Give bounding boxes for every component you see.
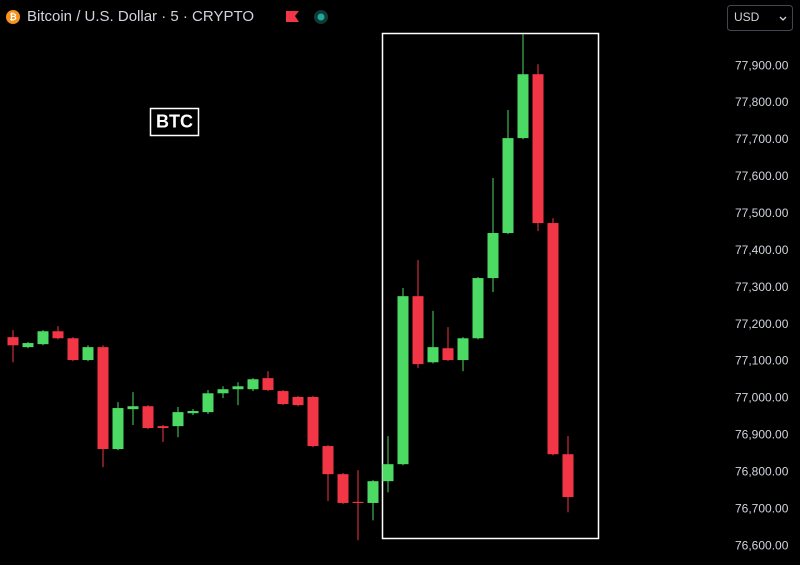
candle-body: [67, 338, 79, 361]
candle-body: [7, 337, 19, 346]
candle-body: [112, 408, 124, 450]
y-tick-label: 77,900.00: [735, 58, 789, 72]
candle-body: [442, 348, 454, 361]
candle-body: [367, 481, 379, 503]
candle-body: [562, 454, 574, 498]
candle-body: [397, 296, 409, 465]
candle-body: [457, 338, 469, 361]
candle-body: [127, 406, 139, 410]
y-tick-label: 77,500.00: [735, 206, 789, 220]
candle-body: [22, 343, 34, 348]
y-tick-label: 77,100.00: [735, 354, 789, 368]
candle-body: [292, 396, 304, 406]
y-tick-label: 77,000.00: [735, 391, 789, 405]
dropdown-caret: [779, 16, 787, 21]
bitcoin-icon-glyph: ₿: [9, 12, 16, 22]
candle-body: [97, 347, 109, 450]
candle-body: [382, 464, 394, 482]
candle-body: [517, 74, 529, 139]
annotation-text: BTC: [156, 111, 193, 131]
candle-body: [412, 296, 424, 365]
candle-body: [472, 278, 484, 339]
candle-body: [157, 426, 169, 428]
candle-body: [142, 406, 154, 428]
candle-body: [427, 347, 439, 363]
candle-body: [502, 138, 514, 234]
flag-icon[interactable]: [286, 11, 299, 22]
y-tick-label: 77,600.00: [735, 169, 789, 183]
candle-body: [82, 347, 94, 361]
currency-dropdown[interactable]: [727, 5, 793, 31]
y-tick-label: 77,200.00: [735, 317, 789, 331]
candle-body: [172, 412, 184, 427]
status-dot: [317, 13, 325, 21]
candle-body: [547, 223, 559, 455]
selection-rectangle: [381, 32, 600, 540]
bitcoin-icon: [6, 10, 20, 24]
candle-body: [277, 391, 289, 404]
y-tick-label: 77,800.00: [735, 95, 789, 109]
y-tick-label: 77,300.00: [735, 280, 789, 294]
y-tick-label: 77,700.00: [735, 132, 789, 146]
candle-body: [322, 446, 334, 475]
candle-body: [217, 389, 229, 394]
currency-label: USD: [734, 10, 760, 24]
y-tick-label: 76,800.00: [735, 464, 789, 478]
chart-title: Bitcoin / U.S. Dollar · 5 · CRYPTO: [27, 8, 254, 25]
candle-body: [247, 379, 259, 390]
annotation-box: [149, 107, 200, 137]
candle-body: [202, 393, 214, 413]
y-tick-label: 76,600.00: [735, 538, 789, 552]
candle-body: [262, 378, 274, 390]
candle-body: [37, 331, 49, 345]
candle-body: [352, 501, 364, 503]
candle-body: [307, 396, 319, 447]
candle-body: [532, 74, 544, 224]
y-tick-label: 76,700.00: [735, 501, 789, 515]
y-tick-label: 76,900.00: [735, 428, 789, 442]
y-tick-label: 77,400.00: [735, 243, 789, 257]
candle-body: [337, 474, 349, 503]
candle-body: [187, 411, 199, 414]
candle-body: [52, 331, 64, 339]
candle-body: [232, 386, 244, 390]
candle-body: [487, 233, 499, 279]
